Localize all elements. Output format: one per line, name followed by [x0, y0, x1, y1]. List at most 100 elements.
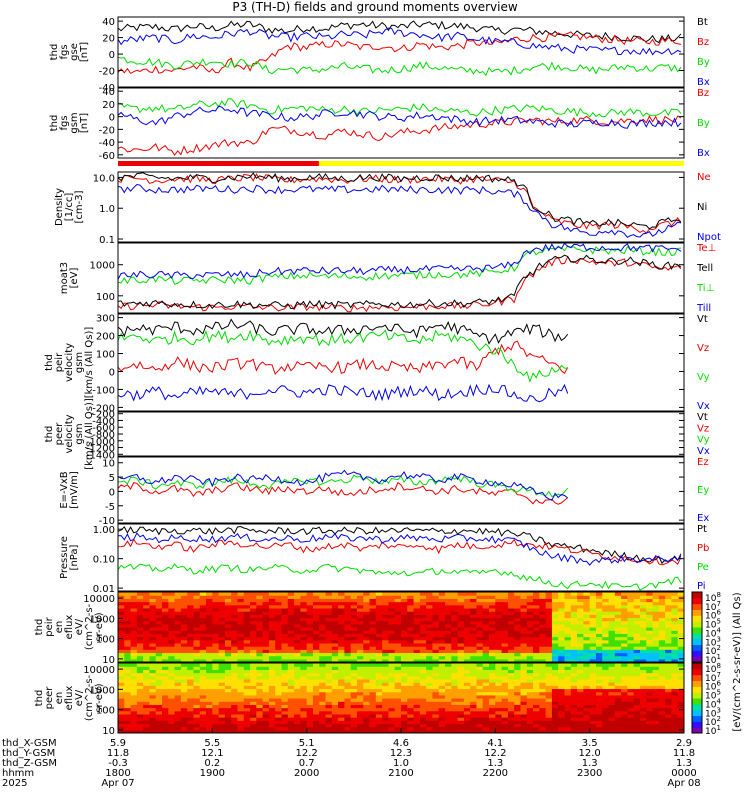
- spectrogram-cell: [595, 604, 603, 609]
- spectrogram-cell: [162, 672, 169, 677]
- spectrogram-cell: [262, 592, 270, 596]
- spectrogram-cell: [262, 639, 270, 644]
- spectrogram-cell: [174, 669, 182, 674]
- fgs_gse-series-black: [118, 20, 682, 44]
- spectrogram-cell: [671, 717, 679, 721]
- spectrogram-cell: [476, 646, 484, 650]
- spectrogram-cell: [268, 717, 276, 721]
- peir_spec-frame: [117, 591, 685, 663]
- spectrogram-cell: [551, 611, 559, 615]
- spectrogram-cell: [363, 595, 371, 599]
- spectrogram-cell: [577, 723, 584, 728]
- spectrogram-cell: [187, 607, 195, 612]
- spectrogram-cell: [677, 601, 684, 606]
- spectrogram-cell: [369, 627, 377, 631]
- spectrogram-cell: [193, 704, 201, 709]
- spectrogram-cell: [526, 678, 534, 683]
- spectrogram-cell: [482, 701, 490, 705]
- spectrogram-cell: [401, 604, 408, 609]
- spectrogram-cell: [312, 717, 320, 721]
- spectrogram-cell: [595, 713, 603, 718]
- spectrogram-cell: [507, 717, 515, 721]
- spectrogram-cell: [407, 707, 415, 712]
- spectrogram-cell: [143, 704, 151, 709]
- spectrogram-cell: [294, 642, 301, 647]
- spectrogram-cell: [570, 682, 578, 686]
- spectrogram-cell: [577, 658, 584, 662]
- spectrogram-cell: [294, 607, 301, 612]
- spectrogram-cell: [331, 663, 339, 667]
- y-axis-title: thd: [44, 426, 55, 443]
- spectrogram-cell: [451, 604, 459, 609]
- spectrogram-cell: [419, 729, 427, 733]
- spectrogram-cell: [463, 729, 471, 733]
- spectrogram-cell: [162, 678, 169, 683]
- spectrogram-cell: [401, 678, 408, 683]
- spectrogram-cell: [262, 678, 270, 683]
- spectrogram-cell: [250, 698, 257, 702]
- spectrogram-cell: [388, 678, 396, 683]
- spectrogram-cell: [262, 682, 270, 686]
- spectrogram-cell: [388, 598, 396, 603]
- spectrogram-cell: [375, 655, 383, 660]
- spectrogram-cell: [470, 623, 478, 628]
- spectrogram-cell: [646, 729, 654, 733]
- spectrogram-cell: [577, 688, 584, 693]
- spectrogram-cell: [608, 592, 616, 596]
- spectrogram-cell: [275, 669, 283, 674]
- spectrogram-cell: [319, 646, 327, 650]
- spectrogram-cell: [312, 604, 320, 609]
- spectrogram-cell: [388, 685, 396, 690]
- spectrogram-cell: [224, 672, 232, 677]
- spectrogram-cell: [583, 636, 591, 641]
- spectrogram-cell: [331, 713, 339, 718]
- spectrogram-cell: [180, 691, 188, 696]
- spectrogram-cell: [388, 639, 396, 644]
- spectrogram-cell: [451, 620, 459, 625]
- spectrogram-cell: [174, 607, 182, 612]
- spectrogram-cell: [520, 607, 528, 612]
- spectrogram-cell: [300, 682, 308, 686]
- spectrogram-cell: [671, 639, 679, 644]
- spectrogram-cell: [262, 701, 270, 705]
- spectrogram-cell: [394, 607, 402, 612]
- spectrogram-cell: [212, 623, 220, 628]
- spectrogram-cell: [262, 666, 270, 670]
- spectrogram-cell: [677, 595, 684, 599]
- spectrogram-cell: [180, 620, 188, 625]
- spectrogram-cell: [539, 678, 547, 683]
- spectrogram-cell: [539, 698, 547, 702]
- spectrogram-cell: [300, 729, 308, 733]
- spectrogram-cell: [489, 620, 496, 625]
- spectrogram-cell: [577, 710, 584, 715]
- spectrogram-cell: [401, 663, 408, 667]
- y-tick-label: 100: [96, 635, 115, 646]
- spectrogram-cell: [595, 707, 603, 712]
- spectrogram-cell: [495, 649, 503, 654]
- spectrogram-cell: [445, 617, 452, 622]
- spectrogram-cell: [551, 720, 559, 725]
- spectrogram-cell: [281, 620, 289, 625]
- spectrogram-cell: [218, 678, 226, 683]
- spectrogram-cell: [614, 595, 622, 599]
- spectrogram-cell: [551, 682, 559, 686]
- spectrogram-cell: [558, 720, 566, 725]
- spectrogram-cell: [218, 672, 226, 677]
- spectrogram-cell: [193, 701, 201, 705]
- spectrogram-cell: [180, 720, 188, 725]
- spectrogram-cell: [539, 663, 547, 667]
- spectrogram-cell: [187, 685, 195, 690]
- spectrogram-cell: [237, 685, 245, 690]
- spectrogram-cell: [180, 694, 188, 699]
- spectrogram-cell: [199, 701, 207, 705]
- spectrogram-cell: [482, 658, 490, 662]
- spectrogram-cell: [143, 607, 151, 612]
- spectrogram-cell: [281, 655, 289, 660]
- spectrogram-cell: [356, 672, 364, 677]
- spectrogram-cell: [407, 678, 415, 683]
- spectrogram-cell: [250, 639, 257, 644]
- spectrogram-cell: [564, 723, 572, 728]
- spectrogram-cell: [639, 717, 647, 721]
- spectrogram-cell: [463, 672, 471, 677]
- spectrogram-cell: [482, 614, 490, 619]
